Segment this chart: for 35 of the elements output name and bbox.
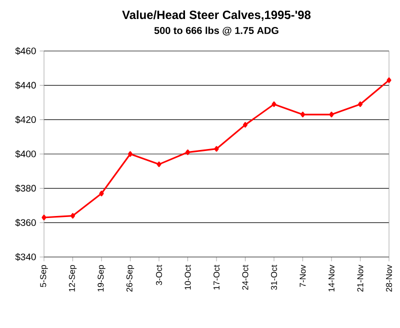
x-tick-label: 19-Sep — [98, 265, 106, 292]
chart-title: Value/Head Steer Calves,1995-'98 — [122, 10, 311, 21]
point — [156, 162, 162, 168]
x-tick-label: 5-Sep — [40, 265, 48, 288]
point — [386, 77, 392, 83]
point — [185, 149, 190, 156]
point — [214, 146, 219, 152]
y-tick-label: $400 — [15, 150, 36, 158]
x-tick-label: 31-Oct — [271, 264, 277, 290]
point — [128, 151, 133, 157]
point — [70, 213, 76, 219]
y-tick-label: $380 — [15, 184, 36, 192]
y-tick-label: $340 — [15, 253, 36, 261]
y-tick-label: $460 — [15, 47, 36, 55]
point — [242, 122, 248, 128]
point — [99, 190, 104, 196]
x-tick-label: 3-Oct — [156, 264, 162, 286]
y-tick-label: $420 — [15, 116, 36, 124]
point — [272, 101, 276, 108]
x-tick-label: 7-Nov — [300, 264, 306, 287]
x-tick-label: 10-Oct — [184, 264, 191, 290]
y-tick-label: $440 — [15, 81, 36, 90]
point — [42, 214, 46, 220]
point — [300, 112, 306, 118]
x-tick-label: 28-Nov — [386, 264, 392, 292]
chart-subtitle: 500 to 666 lbs @ 1.75 ADG — [154, 26, 278, 36]
point — [329, 112, 334, 118]
y-tick-label: $360 — [15, 218, 36, 226]
point — [358, 101, 363, 108]
x-tick-label: 17-Oct — [214, 264, 220, 290]
x-tick-label: 21-Nov — [357, 264, 364, 292]
x-tick-label: 12-Sep — [68, 265, 77, 292]
x-tick-label: 24-Oct — [242, 264, 248, 290]
x-tick-label: 14-Nov — [328, 264, 334, 292]
x-tick-label: 26-Sep — [126, 265, 134, 292]
